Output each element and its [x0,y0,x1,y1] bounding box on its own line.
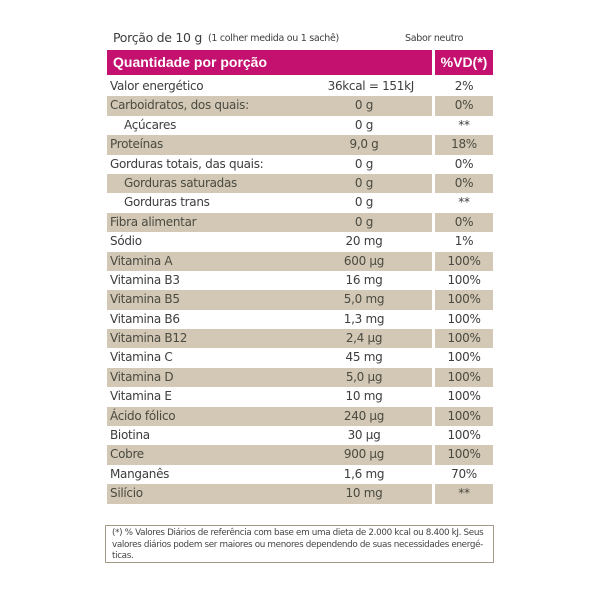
nutrient-name: Gorduras trans [124,195,210,210]
nutrient-amount: 16 mg [345,272,383,287]
dv-header: %VD(*) [435,50,493,75]
nutrient-name: Vitamina B5 [110,292,180,307]
nutrient-dv: 100% [447,311,481,326]
table-row: Gorduras trans 0 g ** [107,193,493,212]
nutrient-amount: 5,0 µg [345,369,383,384]
nutrient-amount: 9,0 g [349,137,379,152]
nutrient-name: Vitamina B6 [110,311,180,326]
nutrient-dv: 100% [435,367,493,388]
nutrient-amount: 2,4 µg [345,331,383,346]
nutrient-name: Vitamina C [110,350,173,365]
nutrient-name: Gorduras saturadas [124,175,237,190]
table-row: Vitamina B6 1,3 mg 100% [107,310,493,329]
nutrient-name: Silício [110,486,143,501]
nutrition-table: Quantidade por porção %VD(*) Valor energ… [107,50,493,504]
table-row: Vitamina B5 5,0 mg 100% [107,290,493,310]
nutrient-amount: 240 µg [343,408,385,423]
nutrient-name: Cobre [110,447,144,462]
nutrient-name: Açúcares [124,117,177,132]
nutrient-amount: 5,0 mg [343,292,385,307]
serving-info: Porção de 10 g (1 colher medida ou 1 sac… [113,30,498,48]
nutrient-name: Vitamina B3 [110,272,180,287]
nutrient-amount: 900 µg [343,447,385,462]
table-row: Silício 10 mg ** [107,484,493,504]
table-row: Gorduras saturadas 0 g 0% [107,173,493,194]
nutrient-name: Biotina [110,428,150,443]
nutrient-dv: 100% [447,428,481,443]
nutrient-dv: 100% [435,290,493,310]
nutrient-amount: 1,3 mg [343,311,385,326]
nutrient-name: Vitamina B12 [110,331,188,346]
nutrient-dv: ** [458,195,470,210]
table-row: Cobre 900 µg 100% [107,445,493,465]
table-row: Vitamina C 45 mg 100% [107,348,493,367]
nutrient-name: Valor energético [110,79,204,93]
table-row: Biotina 30 µg 100% [107,426,493,445]
nutrient-name: Vitamina D [110,369,174,384]
nutrient-dv: 100% [435,251,493,271]
flavor-label: Sabor neutro [405,33,464,44]
table-row: Valor energético 36kcal = 151kJ 2% [107,77,493,96]
table-row: Açúcares 0 g ** [107,116,493,135]
nutrient-amount: 36kcal = 151kJ [327,79,415,93]
nutrient-amount: 20 mg [345,234,383,249]
nutrient-name: Ácido fólico [110,408,176,423]
nutrient-dv: 100% [435,406,493,427]
nutrient-name: Vitamina A [110,253,173,268]
table-row: Vitamina A 600 µg 100% [107,251,493,271]
nutrient-name: Fibra alimentar [110,214,197,229]
nutrient-name: Vitamina E [110,389,172,404]
nutrient-dv: 0% [435,173,493,194]
nutrient-dv: 100% [447,389,481,404]
nutrient-amount: 30 µg [347,428,381,443]
table-row: Manganês 1,6 mg 70% [107,465,493,484]
nutrient-name: Proteínas [110,137,163,152]
nutrient-amount: 10 mg [345,486,383,501]
table-row: Vitamina E 10 mg 100% [107,387,493,406]
nutrient-dv: 70% [451,466,477,481]
table-row: Ácido fólico 240 µg 100% [107,406,493,427]
nutrient-dv: 0% [435,212,493,233]
nutrient-dv: 18% [435,135,493,155]
nutrient-dv: 100% [447,272,481,287]
nutrient-name: Manganês [110,466,170,481]
nutrient-amount: 0 g [354,156,374,171]
nutrient-name: Sódio [110,234,142,249]
table-row: Carboidratos, dos quais: 0 g 0% [107,96,493,116]
serving-measure: (1 colher medida ou 1 sachê) [208,33,339,44]
table-row: Fibra alimentar 0 g 0% [107,212,493,233]
nutrient-amount: 600 µg [343,253,385,268]
table-row: Vitamina D 5,0 µg 100% [107,367,493,388]
nutrient-amount: 10 mg [345,389,383,404]
nutrient-dv: 100% [447,350,481,365]
nutrient-dv: 100% [435,445,493,465]
table-row: Gorduras totais, das quais: 0 g 0% [107,155,493,174]
nutrient-dv: 2% [454,79,474,93]
nutrient-dv: 0% [435,96,493,116]
table-header: Quantidade por porção %VD(*) [107,50,493,75]
nutrient-dv: 0% [454,156,474,171]
nutrient-amount: 45 mg [345,350,383,365]
nutrient-amount: 0 g [354,175,374,190]
table-row: Vitamina B3 16 mg 100% [107,271,493,290]
nutrient-dv: ** [458,117,470,132]
nutrient-amount: 0 g [354,98,374,113]
quantity-header: Quantidade por porção [107,50,432,75]
nutrient-amount: 0 g [354,195,374,210]
serving-portion: Porção de 10 g [113,30,202,45]
nutrient-amount: 0 g [354,214,374,229]
table-row: Proteínas 9,0 g 18% [107,135,493,155]
nutrient-amount: 0 g [354,117,374,132]
nutrient-name: Carboidratos, dos quais: [110,98,249,113]
table-row: Sódio 20 mg 1% [107,232,493,251]
nutrient-dv: 100% [435,329,493,349]
nutrient-name: Gorduras totais, das quais: [110,156,264,171]
footnote: (*) % Valores Diários de referência com … [105,525,494,563]
nutrient-dv: 1% [454,234,474,249]
table-row: Vitamina B12 2,4 µg 100% [107,329,493,349]
nutrient-dv: ** [435,484,493,504]
nutrient-amount: 1,6 mg [343,466,385,481]
